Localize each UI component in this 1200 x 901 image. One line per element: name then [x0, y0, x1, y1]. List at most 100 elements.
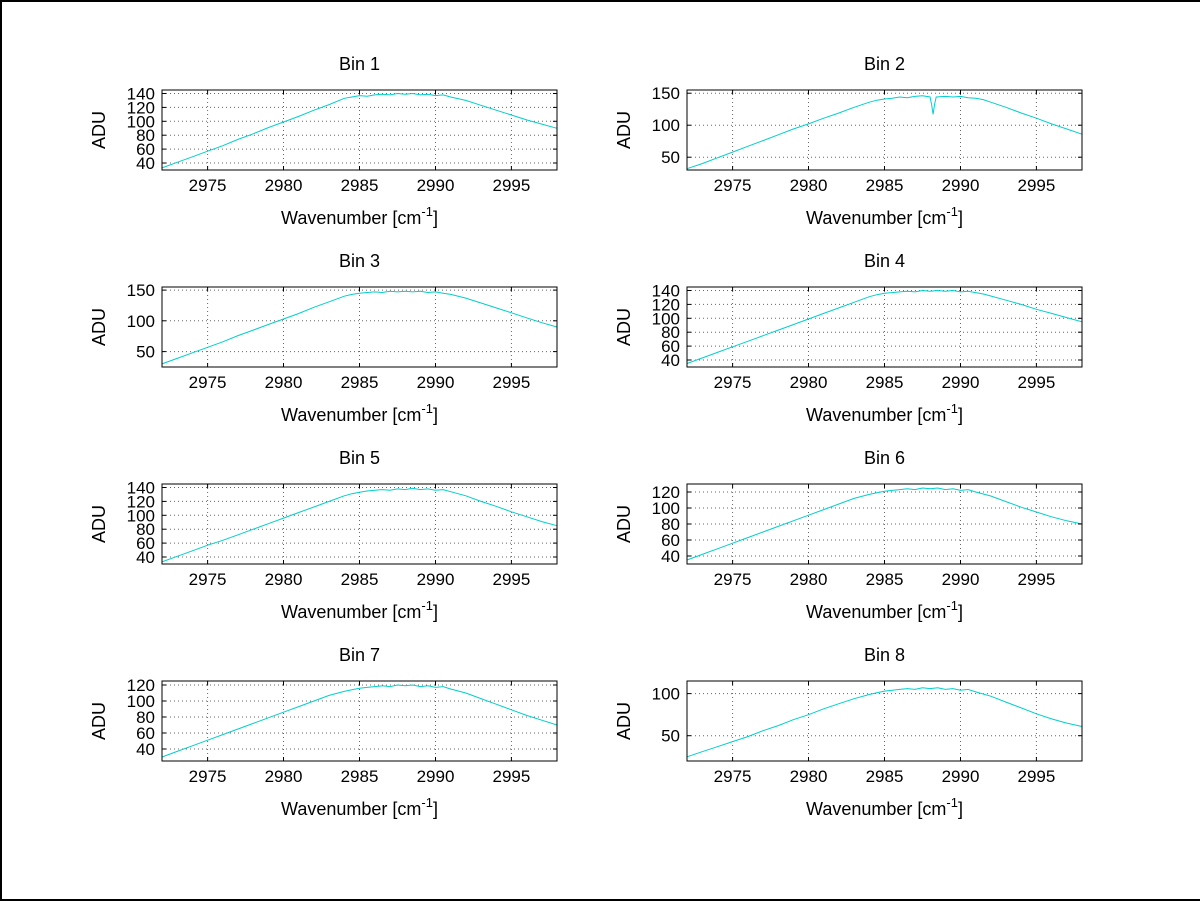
y-tick-label: 140 [127, 479, 155, 498]
y-tick-label: 100 [127, 506, 155, 525]
x-tick-label: 2980 [790, 176, 828, 195]
y-axis-label: ADU [614, 308, 634, 346]
x-tick-label: 2985 [341, 570, 379, 589]
y-axis-label: ADU [614, 702, 634, 740]
chart-title: Bin 5 [339, 448, 380, 468]
y-tick-label: 40 [661, 351, 680, 370]
x-tick-label: 2995 [1017, 570, 1055, 589]
subplot-bin-3: 2975 2980 2985 2990 2995 50 100 150 Bin 3 ADU Wave… [67, 239, 597, 436]
chart-title: Bin 3 [339, 251, 380, 271]
y-axis-label: ADU [89, 308, 109, 346]
chart-title: Bin 1 [339, 54, 380, 74]
y-tick-label: 140 [127, 85, 155, 104]
y-tick-label: 80 [136, 708, 155, 727]
x-tick-label: 2975 [189, 570, 227, 589]
y-tick-label: 120 [127, 98, 155, 117]
x-tick-label: 2980 [265, 570, 303, 589]
x-tick-label: 2980 [790, 767, 828, 786]
x-tick-label: 2990 [417, 767, 455, 786]
x-tick-label: 2995 [1017, 373, 1055, 392]
chart-bin-2: 2975 2980 2985 2990 2995 50 100 150 Bin 2 ADU Wave… [614, 54, 1083, 228]
x-tick-label: 2990 [942, 570, 980, 589]
subplot-bin-2: 2975 2980 2985 2990 2995 50 100 150 Bin 2 ADU Wave… [592, 42, 1122, 239]
spectrum-line [161, 290, 558, 365]
spectrum-line [686, 687, 1083, 758]
x-tick-label: 2980 [790, 373, 828, 392]
spectrum-line [686, 95, 1083, 170]
y-tick-label: 100 [127, 692, 155, 711]
chart-title: Bin 7 [339, 645, 380, 665]
x-tick-label: 2980 [790, 570, 828, 589]
y-tick-label: 60 [136, 140, 155, 159]
y-tick-label: 150 [652, 84, 680, 103]
x-tick-label: 2975 [714, 767, 752, 786]
x-tick-label: 2995 [492, 767, 530, 786]
x-tick-label: 2985 [341, 373, 379, 392]
x-tick-label: 2990 [942, 767, 980, 786]
y-tick-label: 80 [661, 515, 680, 534]
y-tick-label: 50 [661, 148, 680, 167]
x-tick-label: 2990 [942, 373, 980, 392]
x-tick-label: 2975 [714, 373, 752, 392]
chart-title: Bin 2 [864, 54, 905, 74]
chart-bin-3: 2975 2980 2985 2990 2995 50 100 150 Bin 3 ADU Wave… [89, 251, 558, 425]
y-tick-label: 40 [136, 740, 155, 759]
spectrum-line [161, 487, 558, 563]
x-tick-label: 2975 [189, 176, 227, 195]
x-axis-label: Wavenumber [cm-1] [806, 401, 963, 425]
x-tick-label: 2995 [492, 570, 530, 589]
x-tick-label: 2995 [492, 176, 530, 195]
y-tick-label: 100 [127, 112, 155, 131]
y-axis-label: ADU [614, 111, 634, 149]
x-axis-label: Wavenumber [cm-1] [281, 401, 438, 425]
y-axis-label: ADU [89, 111, 109, 149]
y-tick-label: 100 [652, 499, 680, 518]
x-tick-label: 2980 [265, 767, 303, 786]
x-axis-label: Wavenumber [cm-1] [281, 795, 438, 819]
subplot-bin-7: 2975 2980 2985 2990 2995 40 60 80 100 120 Bin 7 ADU… [67, 633, 597, 830]
subplot-bin-4: 2975 2980 2985 2990 2995 40 60 80 100 120 140 Bin 4… [592, 239, 1122, 436]
x-tick-label: 2975 [189, 373, 227, 392]
x-tick-label: 2975 [714, 570, 752, 589]
x-axis-label: Wavenumber [cm-1] [806, 795, 963, 819]
spectrum-line [686, 289, 1083, 364]
x-axis-label: Wavenumber [cm-1] [281, 598, 438, 622]
x-tick-label: 2985 [866, 570, 904, 589]
y-axis-label: ADU [614, 505, 634, 543]
x-tick-label: 2990 [417, 373, 455, 392]
y-tick-label: 100 [652, 685, 680, 704]
chart-title: Bin 6 [864, 448, 905, 468]
spectrum-line [161, 92, 558, 169]
y-tick-label: 120 [127, 492, 155, 511]
x-tick-label: 2995 [1017, 767, 1055, 786]
chart-title: Bin 4 [864, 251, 905, 271]
y-tick-label: 60 [136, 724, 155, 743]
x-tick-label: 2985 [866, 767, 904, 786]
y-tick-label: 80 [136, 126, 155, 145]
spectrum-line [161, 684, 558, 758]
x-tick-label: 2975 [189, 767, 227, 786]
x-axis-label: Wavenumber [cm-1] [806, 204, 963, 228]
chart-bin-8: 2975 2980 2985 2990 2995 50 100 Bin 8 ADU Wavenum… [614, 645, 1083, 819]
x-tick-label: 2980 [265, 373, 303, 392]
y-tick-label: 100 [652, 309, 680, 328]
x-tick-label: 2995 [492, 373, 530, 392]
subplot-bin-6: 2975 2980 2985 2990 2995 40 60 80 100 120 Bin 6 ADU… [592, 436, 1122, 633]
subplot-bin-5: 2975 2980 2985 2990 2995 40 60 80 100 120 140 Bin 5… [67, 436, 597, 633]
y-tick-label: 120 [652, 295, 680, 314]
subplot-bin-1: 2975 2980 2985 2990 2995 40 60 80 100 120 140 Bin 1… [67, 42, 597, 239]
x-axis-label: Wavenumber [cm-1] [281, 204, 438, 228]
x-tick-label: 2985 [866, 176, 904, 195]
x-tick-label: 2990 [417, 570, 455, 589]
x-tick-label: 2980 [265, 176, 303, 195]
y-tick-label: 150 [127, 281, 155, 300]
y-tick-label: 60 [661, 531, 680, 550]
y-tick-label: 50 [661, 727, 680, 746]
x-tick-label: 2975 [714, 176, 752, 195]
y-axis-label: ADU [89, 505, 109, 543]
spectrum-line [686, 487, 1083, 561]
